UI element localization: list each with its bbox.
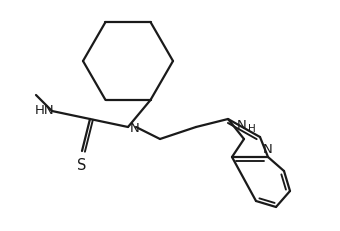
Text: HN: HN (34, 104, 54, 117)
Text: N: N (263, 142, 273, 155)
Text: H: H (248, 123, 256, 134)
Text: N: N (237, 119, 247, 131)
Text: N: N (130, 122, 140, 135)
Text: S: S (77, 157, 87, 172)
